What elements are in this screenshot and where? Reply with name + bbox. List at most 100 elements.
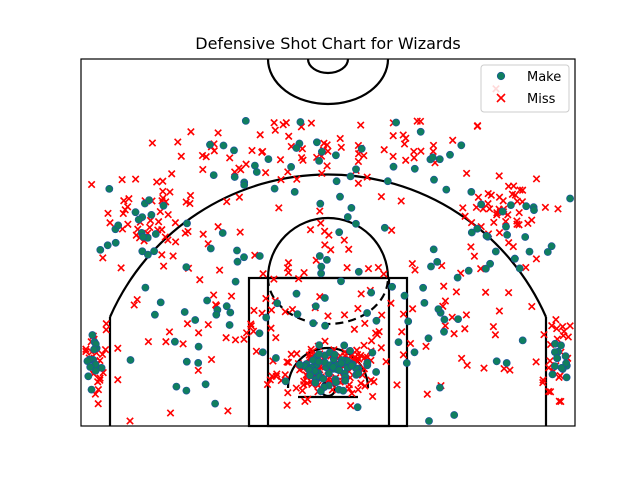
miss-shot-marker — [169, 252, 177, 260]
make-shot-marker — [372, 316, 381, 325]
free-throw-circle-top — [266, 216, 390, 279]
make-shot-marker — [351, 219, 360, 228]
miss-shot-marker — [156, 207, 165, 216]
miss-shot-marker — [557, 397, 565, 406]
miss-shot-marker — [194, 366, 203, 375]
miss-shot-marker — [300, 268, 308, 277]
miss-shot-marker — [240, 335, 248, 343]
miss-shot-marker — [235, 193, 244, 201]
miss-shot-marker — [357, 290, 365, 298]
miss-shot-marker — [171, 218, 180, 227]
make-shot-marker — [457, 141, 466, 150]
make-shot-marker — [525, 247, 534, 256]
make-shot-marker — [111, 238, 120, 247]
miss-shot-marker — [346, 401, 355, 410]
make-shot-marker — [357, 144, 366, 153]
make-shot-marker — [194, 358, 203, 367]
make-shot-marker — [368, 348, 377, 357]
make-shot-marker — [502, 359, 511, 367]
miss-shot-marker — [236, 228, 244, 236]
make-shot-marker — [255, 329, 264, 338]
miss-shot-marker — [294, 274, 303, 283]
miss-shot-marker — [441, 297, 450, 305]
make-shot-marker — [467, 228, 476, 237]
make-shot-marker — [429, 245, 438, 254]
miss-shot-marker — [222, 333, 230, 342]
miss-shot-marker — [363, 173, 371, 181]
miss-shot-marker — [159, 194, 167, 202]
make-shot-marker — [312, 138, 321, 147]
make-shot-marker — [453, 273, 462, 282]
plot-frame — [80, 58, 576, 427]
miss-shot-marker — [166, 409, 175, 417]
make-shot-marker — [131, 208, 140, 217]
make-shot-marker — [380, 223, 389, 232]
miss-shot-marker — [360, 151, 368, 160]
make-shot-marker — [434, 305, 443, 313]
make-shot-marker — [557, 363, 566, 372]
make-shot-marker — [416, 127, 425, 136]
miss-shot-marker — [513, 197, 522, 205]
make-shot-marker — [410, 348, 419, 357]
make-shot-marker — [182, 386, 191, 395]
make-shot-marker — [547, 242, 556, 251]
miss-shot-marker — [282, 118, 291, 127]
make-shot-marker — [363, 309, 371, 317]
miss-shot-marker — [377, 344, 386, 352]
make-shot-marker — [530, 206, 538, 214]
make-shot-marker — [315, 350, 323, 358]
miss-shot-marker — [321, 337, 329, 346]
miss-shot-marker — [361, 319, 369, 328]
miss-shot-marker — [410, 154, 418, 162]
miss-shot-marker — [131, 175, 140, 183]
miss-shot-marker — [368, 392, 377, 401]
miss-shot-marker — [104, 209, 112, 218]
make-shot-marker — [454, 315, 462, 323]
miss-shot-marker — [225, 154, 234, 162]
legend-make-label: Make — [527, 70, 561, 85]
miss-shot-marker — [117, 264, 125, 272]
make-shot-marker — [240, 180, 249, 189]
miss-shot-marker — [406, 339, 415, 348]
make-shot-marker — [486, 259, 494, 268]
miss-shot-marker — [174, 138, 182, 146]
miss-shot-marker — [273, 370, 281, 378]
make-shot-marker — [392, 118, 400, 127]
make-shot-marker — [372, 368, 380, 376]
miss-shot-marker — [377, 192, 386, 201]
miss-shot-marker — [374, 263, 383, 272]
make-shot-marker — [315, 341, 324, 349]
legend-miss-marker — [496, 93, 506, 103]
miss-shot-marker — [518, 186, 527, 194]
make-shot-marker — [97, 363, 106, 372]
miss-shot-marker — [283, 401, 291, 409]
miss-shot-marker — [356, 121, 365, 129]
make-shot-marker — [290, 187, 299, 196]
miss-shot-marker — [546, 388, 555, 396]
miss-shot-marker — [377, 311, 386, 319]
miss-shot-marker — [459, 204, 467, 212]
make-shot-marker — [292, 289, 301, 298]
miss-shot-marker — [82, 347, 90, 356]
miss-shot-marker — [283, 264, 292, 272]
make-shot-marker — [553, 354, 561, 362]
miss-shot-marker — [246, 320, 255, 328]
miss-shot-marker — [215, 266, 224, 274]
make-shot-marker — [311, 378, 320, 387]
miss-shot-marker — [256, 131, 264, 139]
make-shot-marker — [498, 207, 507, 216]
legend-make-marker — [496, 71, 506, 81]
miss-shot-marker — [544, 364, 553, 372]
make-shot-marker — [332, 177, 341, 186]
miss-shot-marker — [522, 263, 530, 272]
make-shot-marker — [172, 382, 181, 391]
miss-shot-marker — [552, 315, 560, 324]
make-shot-marker — [211, 399, 219, 408]
miss-shot-marker — [171, 238, 180, 246]
miss-shot-marker — [247, 322, 256, 330]
make-shot-marker — [543, 248, 552, 256]
miss-shot-marker — [284, 132, 293, 141]
make-shot-marker — [481, 264, 490, 273]
make-shot-marker — [347, 203, 356, 212]
miss-shot-marker — [323, 162, 331, 170]
